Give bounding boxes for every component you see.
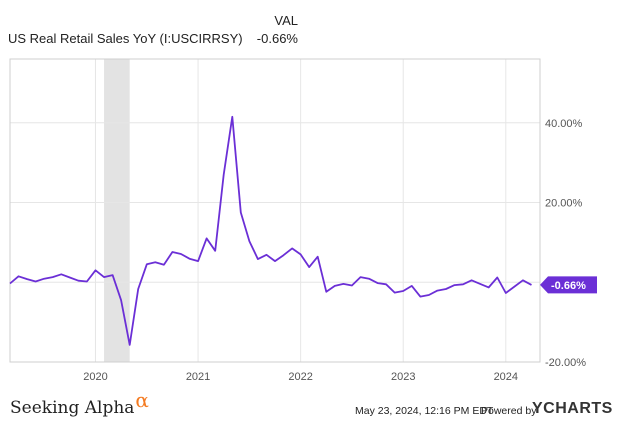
ycharts-logo: YCHARTS xyxy=(532,400,613,417)
recession-shade xyxy=(104,59,130,362)
plot-frame xyxy=(9,58,541,363)
x-tick-label: 2022 xyxy=(288,371,312,383)
powered-by-label: Powered by xyxy=(481,405,537,417)
legend-series-value: -0.66% xyxy=(256,31,298,46)
legend-value-header: VAL xyxy=(274,13,298,28)
y-tick-label: -20.00% xyxy=(545,357,586,369)
legend-series-label: US Real Retail Sales YoY (I:USCIRRSY) xyxy=(8,31,243,46)
x-tick-label: 2021 xyxy=(186,371,210,383)
x-tick-label: 2020 xyxy=(83,371,107,383)
series-line-retail-sales xyxy=(9,115,532,346)
chart-timestamp: May 23, 2024, 12:16 PM EDT xyxy=(355,405,494,417)
seeking-alpha-logo: Seeking Alphaα xyxy=(10,388,149,418)
x-tick-label: 2024 xyxy=(494,371,518,383)
y-tick-label: 40.00% xyxy=(545,118,583,130)
x-tick-label: 2023 xyxy=(391,371,415,383)
y-tick-label: 20.00% xyxy=(545,198,583,210)
last-value-tag xyxy=(540,276,597,294)
last-value-label: -0.66% xyxy=(551,280,586,292)
